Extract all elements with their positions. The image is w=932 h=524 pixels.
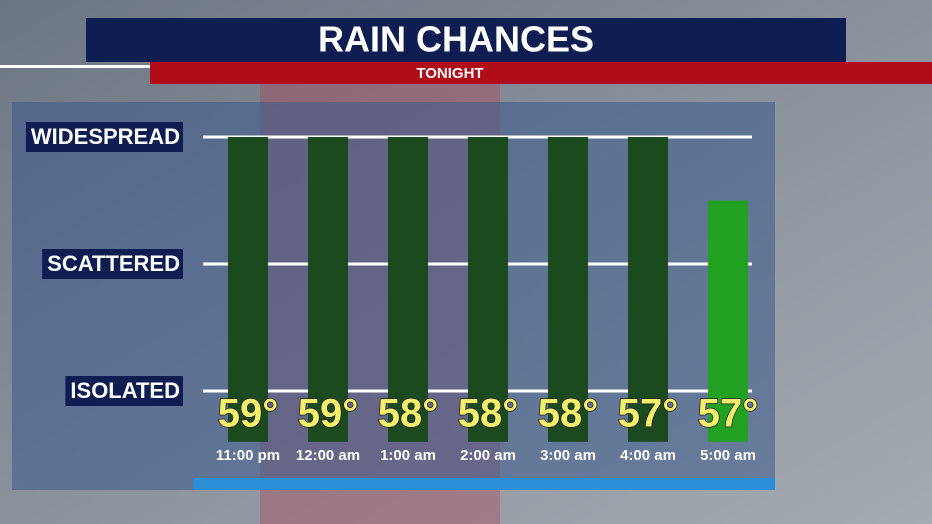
bar [228, 137, 268, 442]
temperature-label: 58° [458, 392, 519, 436]
title-rule [0, 65, 150, 68]
temperature-label: 57° [618, 392, 679, 436]
bar [308, 137, 348, 442]
x-tick-label: 4:00 am [620, 447, 676, 464]
y-tick-box [42, 249, 183, 279]
temperature-label: 58° [538, 392, 599, 436]
bar [548, 137, 588, 442]
y-tick-label: WIDESPREAD [31, 124, 180, 149]
bar [628, 137, 668, 442]
x-tick-label: 11:00 pm [216, 447, 280, 464]
bottom-strip [193, 478, 775, 490]
x-tick-label: 3:00 am [540, 447, 596, 464]
title-bar [86, 18, 846, 62]
temperature-label: 59° [298, 392, 359, 436]
x-tick-label: 12:00 am [296, 447, 360, 464]
temperature-label: 57° [698, 392, 759, 436]
chart-subtitle: TONIGHT [416, 65, 483, 82]
y-tick-label: SCATTERED [47, 251, 180, 276]
chart-title: RAIN CHANCES [318, 19, 594, 60]
temperature-label: 58° [378, 392, 439, 436]
subtitle-bar [150, 62, 932, 84]
x-tick-label: 2:00 am [460, 447, 516, 464]
x-tick-label: 1:00 am [380, 447, 436, 464]
y-tick-box [25, 122, 183, 152]
bar [708, 200, 748, 442]
temperature-label: 59° [218, 392, 279, 436]
y-tick-box [65, 376, 183, 406]
y-tick-label: ISOLATED [70, 378, 180, 403]
bar [468, 137, 508, 442]
bar [388, 137, 428, 442]
x-tick-label: 5:00 am [700, 447, 756, 464]
